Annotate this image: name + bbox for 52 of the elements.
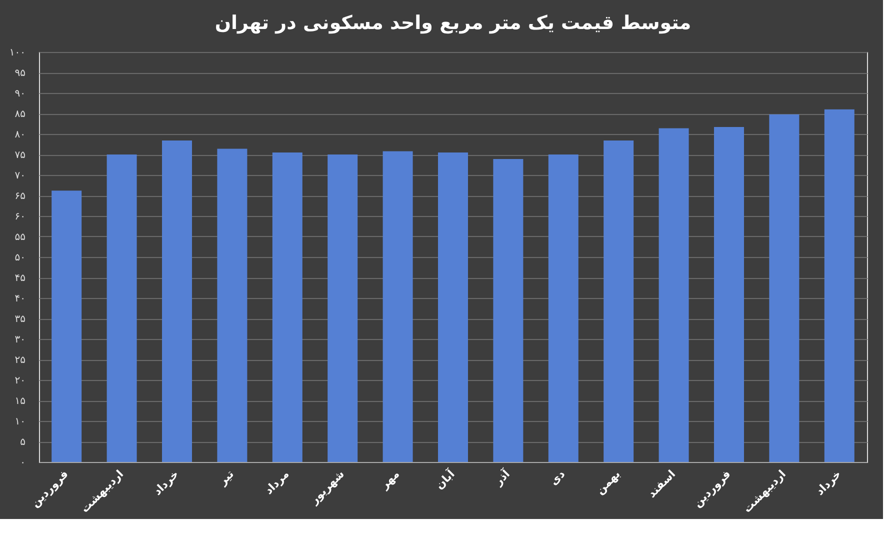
bar bbox=[493, 159, 524, 462]
x-tick-label: اسفند bbox=[645, 468, 678, 500]
x-tick-label: اردیبهشت bbox=[78, 468, 126, 516]
x-tick-label: فروردین bbox=[690, 468, 734, 510]
bar bbox=[272, 152, 302, 462]
x-tick-label: اردیبهشت bbox=[740, 468, 788, 516]
y-tick-label: ۷۵ bbox=[14, 150, 26, 161]
bar bbox=[438, 152, 468, 462]
bar bbox=[106, 154, 137, 462]
y-tick-label: ۴۰ bbox=[14, 294, 26, 304]
y-tick-label: ۲۵ bbox=[14, 355, 26, 366]
x-tick-label: شهریور bbox=[307, 468, 347, 508]
bar bbox=[824, 109, 854, 462]
bar bbox=[217, 148, 248, 462]
x-tick-label: تیر bbox=[216, 468, 236, 488]
y-tick-label: ۱۰ bbox=[14, 416, 26, 428]
bar bbox=[328, 154, 358, 462]
y-tick-label: ۶۰ bbox=[14, 212, 26, 222]
x-tick-label: بهمن bbox=[593, 468, 623, 498]
x-tick-label: دی bbox=[547, 467, 568, 488]
y-tick-label: ۶۵ bbox=[14, 191, 26, 202]
y-tick-label: ۴۵ bbox=[14, 273, 26, 284]
y-tick-label: ۲۰ bbox=[14, 376, 26, 386]
y-tick-label: ۳۵ bbox=[14, 314, 26, 325]
x-tick-label: آذر bbox=[490, 466, 513, 489]
y-tick-label: ۳۰ bbox=[14, 334, 26, 346]
x-tick-label: مرداد bbox=[262, 468, 292, 498]
y-tick-label: ۷۰ bbox=[14, 170, 26, 182]
bar bbox=[658, 128, 689, 462]
y-tick-label: ۱۰۰ bbox=[9, 48, 26, 58]
bar bbox=[769, 114, 800, 462]
y-tick-label: ۸۰ bbox=[14, 130, 26, 140]
x-tick-label: خرداد bbox=[150, 468, 182, 498]
y-tick-label: ۵ bbox=[20, 437, 26, 448]
bar bbox=[604, 140, 634, 462]
y-tick-label: ۵۰ bbox=[14, 252, 26, 264]
x-tick-label: خرداد bbox=[813, 468, 844, 498]
y-tick-label: ۹۵ bbox=[14, 68, 26, 79]
x-tick-label: آبان bbox=[432, 466, 458, 492]
y-tick-label: ۰ bbox=[20, 458, 26, 468]
y-tick-label: ۱۵ bbox=[14, 396, 26, 407]
bar bbox=[714, 127, 744, 462]
y-tick-label: ۹۰ bbox=[14, 88, 26, 100]
chart-title: متوسط قیمت یک متر مربع واحد مسکونی در تهران bbox=[214, 12, 692, 34]
y-tick-label: ۸۵ bbox=[14, 109, 26, 120]
bar bbox=[382, 151, 413, 462]
x-tick-label: فروردین bbox=[28, 468, 71, 510]
bar bbox=[162, 140, 192, 462]
y-tick-label: ۵۵ bbox=[14, 232, 26, 243]
x-tick-label: مهر bbox=[377, 468, 402, 492]
bar bbox=[548, 154, 578, 462]
bar bbox=[52, 190, 82, 462]
